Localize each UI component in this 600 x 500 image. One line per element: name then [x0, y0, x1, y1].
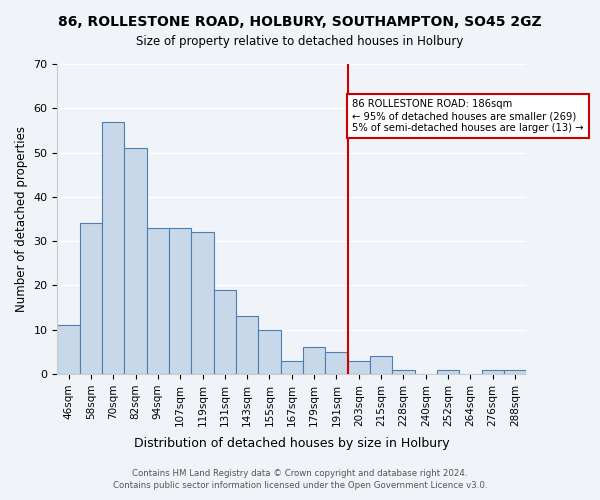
Bar	[58, 326, 80, 374]
Bar	[102, 122, 124, 374]
Bar	[191, 232, 214, 374]
Bar	[169, 228, 191, 374]
Bar	[147, 228, 169, 374]
Bar	[325, 352, 347, 374]
Bar	[214, 290, 236, 374]
Bar	[303, 348, 325, 374]
Text: 86, ROLLESTONE ROAD, HOLBURY, SOUTHAMPTON, SO45 2GZ: 86, ROLLESTONE ROAD, HOLBURY, SOUTHAMPTO…	[58, 15, 542, 29]
Bar	[482, 370, 504, 374]
Text: Contains HM Land Registry data © Crown copyright and database right 2024.
Contai: Contains HM Land Registry data © Crown c…	[113, 468, 487, 490]
Bar	[281, 361, 303, 374]
Bar	[80, 224, 102, 374]
Bar	[504, 370, 526, 374]
Bar	[124, 148, 147, 374]
Text: 86 ROLLESTONE ROAD: 186sqm
← 95% of detached houses are smaller (269)
5% of semi: 86 ROLLESTONE ROAD: 186sqm ← 95% of deta…	[352, 100, 584, 132]
Y-axis label: Number of detached properties: Number of detached properties	[15, 126, 28, 312]
Bar	[437, 370, 459, 374]
Bar	[347, 361, 370, 374]
Text: Size of property relative to detached houses in Holbury: Size of property relative to detached ho…	[136, 35, 464, 48]
Bar	[259, 330, 281, 374]
Bar	[236, 316, 259, 374]
Bar	[392, 370, 415, 374]
Bar	[370, 356, 392, 374]
X-axis label: Distribution of detached houses by size in Holbury: Distribution of detached houses by size …	[134, 437, 449, 450]
